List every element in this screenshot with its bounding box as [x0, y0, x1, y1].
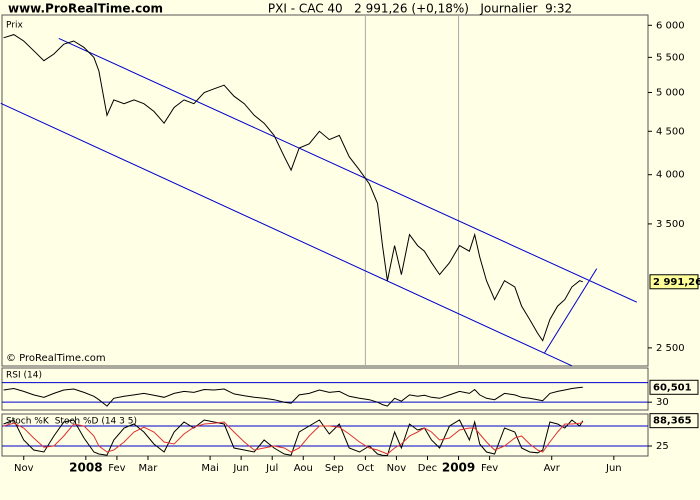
x-tick-label: Dec: [418, 463, 437, 474]
y-label: Prix: [6, 21, 23, 31]
x-tick-label: Oct: [357, 463, 374, 474]
chart-title: PXI - CAC 40 2 991,26 (+0,18%) Journalie…: [268, 2, 572, 16]
series-line: [3, 421, 583, 455]
x-tick-label: Avr: [544, 463, 561, 474]
y-tick-label: 4 500: [656, 126, 685, 137]
y-tick-label: 30: [656, 397, 669, 408]
x-tick-label: Aou: [294, 463, 313, 474]
y-tick-label: 25: [656, 441, 669, 452]
x-tick-label: Fev: [108, 463, 125, 474]
x-tick-label: Fev: [481, 463, 498, 474]
y-tick-label: 5 500: [656, 52, 685, 63]
panel: [1, 14, 649, 367]
trend-line: [0, 102, 573, 367]
x-tick-label: Mar: [139, 463, 159, 474]
x-tick-label: 2008: [69, 461, 102, 475]
legend-label: RSI (14): [6, 371, 42, 381]
x-tick-label: Mai: [201, 463, 219, 474]
last-value-label: 88,365: [653, 416, 692, 427]
x-tick-label: Jul: [265, 463, 278, 474]
y-tick-label: 5 000: [656, 87, 685, 98]
y-tick-label: 6 000: [656, 20, 685, 31]
last-value-box: [649, 274, 699, 290]
y-tick-label: 3 500: [656, 219, 685, 230]
site-name: www.ProRealTime.com: [8, 2, 163, 16]
y-tick-label: 4 000: [656, 170, 685, 181]
last-value-label: 60,501: [653, 382, 692, 393]
x-tick-label: Jun: [232, 463, 249, 474]
series-line: [3, 386, 583, 407]
x-tick-label: Sep: [325, 463, 344, 474]
trend-line: [544, 268, 598, 354]
last-value-box: [649, 413, 699, 429]
x-tick-label: Jun: [605, 463, 622, 474]
y-tick-label: 2 500: [656, 343, 685, 354]
series-line: [3, 34, 583, 342]
trend-line: [58, 37, 638, 303]
series-line: [3, 419, 584, 457]
last-value-box: [649, 379, 699, 395]
x-tick-label: 2009: [442, 461, 475, 475]
last-value-label: 2 991,26: [653, 277, 700, 288]
legend-label: Stoch %K: [6, 417, 50, 427]
x-tick-label: Nov: [14, 463, 34, 474]
legend-label: Stoch %D (14 3 5): [55, 417, 137, 427]
footer: © ProRealTime.com: [6, 353, 106, 364]
panel: [1, 367, 649, 411]
x-tick-label: Nov: [387, 463, 407, 474]
